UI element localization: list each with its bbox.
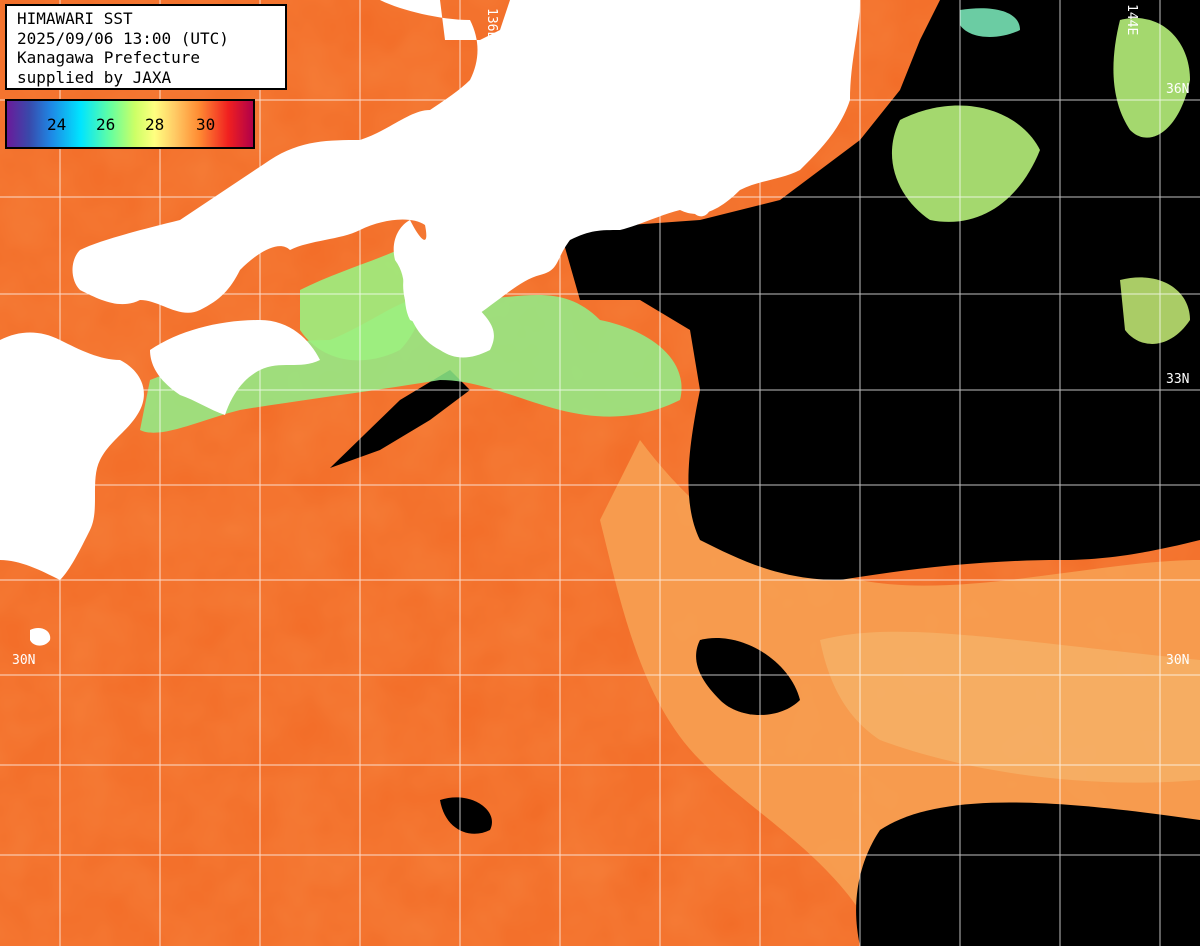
lat-label-36n-right: 36N [1166,82,1190,97]
credit-line: supplied by JAXA [17,67,172,87]
lat-label-30n-left: 30N [12,653,36,668]
cloud-mask-central [330,370,470,468]
land-izu-island [690,193,711,217]
land-honshu [72,0,860,328]
colorbar-tick-26: 26 [96,115,116,134]
sea-cool-northeast [1113,18,1190,138]
cloud-patch-south [696,638,800,715]
land-shikoku [150,320,320,415]
lon-label-144e: 144E [1124,4,1139,36]
colorbar-tick-28: 28 [145,115,165,134]
sea-cool-coastal [140,294,682,433]
lat-label-30n-right: 30N [1166,653,1190,668]
lon-label-136e: 136E [484,8,499,40]
sea-cool-east [891,105,1040,222]
land-kyushu [0,332,144,580]
region-name: Kanagawa Prefecture [17,48,201,67]
lat-label-33n-right: 33N [1166,372,1190,387]
timestamp: 2025/09/06 13:00 (UTC) [17,28,229,48]
product-title: HIMAWARI SST [17,9,133,28]
land-small-island [30,628,51,646]
colorbar-tick-24: 24 [47,115,67,134]
info-box: HIMAWARI SST 2025/09/06 13:00 (UTC) Kana… [5,4,287,90]
sea-mild-band [820,631,1200,783]
temperature-colorbar: 24 26 28 30 [5,99,255,149]
land-awaji [477,155,494,180]
sea-cool-bay [300,240,429,361]
cloud-mask-east [560,0,1200,580]
colorbar-tick-30: 30 [196,115,216,134]
sea-cool-top [960,8,1020,37]
land-kii-peninsula [403,250,494,358]
cloud-patch-southwest [440,797,492,834]
cloud-mask-south [856,802,1200,946]
